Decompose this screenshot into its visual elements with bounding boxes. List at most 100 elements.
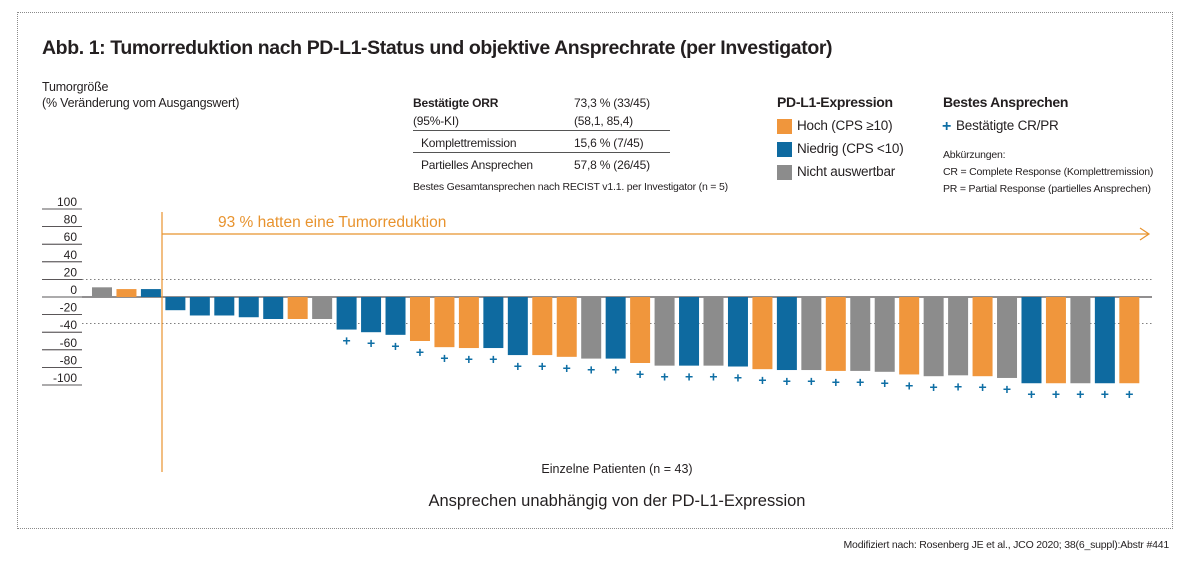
bar <box>874 297 895 372</box>
bar <box>361 297 382 333</box>
confirmed-response-marker: + <box>734 370 742 386</box>
y-tick-label: 0 <box>70 283 77 297</box>
confirmed-response-marker: + <box>538 358 546 374</box>
confirmed-response-marker: + <box>905 377 913 393</box>
bar <box>1021 297 1042 384</box>
y-tick-label: -80 <box>60 353 78 367</box>
cr-label: Komplettremission <box>421 136 517 150</box>
chart-subtitle: Ansprechen unabhängig von der PD-L1-Expr… <box>429 492 806 510</box>
bar <box>263 297 284 319</box>
y-tick-label: -20 <box>60 301 78 315</box>
bar <box>1045 297 1066 384</box>
bar <box>287 297 308 319</box>
na-label: Nicht auswertbar <box>797 164 896 179</box>
confirmed-response-marker: + <box>1125 386 1133 402</box>
bar <box>752 297 773 370</box>
bar <box>507 297 528 356</box>
bar <box>776 297 797 371</box>
pdl1-legend-title: PD-L1-Expression <box>777 94 893 110</box>
bar <box>997 297 1018 378</box>
hoch-swatch <box>777 119 792 134</box>
bar <box>140 289 161 297</box>
orr-value: 73,3 % (33/45) <box>574 96 650 110</box>
confirmed-response-marker: + <box>367 335 375 351</box>
bar <box>92 287 112 297</box>
response-legend-title: Bestes Ansprechen <box>943 94 1069 110</box>
bar <box>238 297 259 318</box>
bar <box>458 297 479 349</box>
confirmed-response-marker: + <box>440 350 448 366</box>
confirmed-response-marker: + <box>563 360 571 376</box>
confirmed-response-marker: + <box>1101 386 1109 402</box>
abbrev-pr: PR = Partial Response (partielles Anspre… <box>943 183 1151 195</box>
confirmed-response-marker: + <box>758 372 766 388</box>
y-tick-label: -60 <box>60 336 78 350</box>
confirmed-response-marker: + <box>856 374 864 390</box>
bar <box>312 297 333 319</box>
confirmed-response-marker: + <box>514 358 522 374</box>
confirmed-response-marker: + <box>391 338 399 354</box>
bar <box>434 297 455 348</box>
bar <box>1094 297 1115 384</box>
confirmed-response-marker: + <box>489 351 497 367</box>
confirmed-response-marker: + <box>881 375 889 391</box>
confirmed-response-marker: + <box>465 351 473 367</box>
niedrig-label: Niedrig (CPS <10) <box>797 141 904 156</box>
bar <box>1119 297 1140 384</box>
bar <box>727 297 748 367</box>
y-axis-title-line2: (% Veränderung vom Ausgangswert) <box>42 96 240 110</box>
bar <box>801 297 822 371</box>
confirmed-response-marker: + <box>783 373 791 389</box>
figure-frame <box>17 12 1173 529</box>
bar <box>385 297 406 335</box>
bar <box>679 297 700 366</box>
y-tick-label: 20 <box>64 265 78 279</box>
confirmed-response-marker: + <box>1076 386 1084 402</box>
bar <box>850 297 871 371</box>
bar <box>923 297 944 377</box>
confirmed-response-marker: + <box>832 374 840 390</box>
niedrig-swatch <box>777 142 792 157</box>
table-rule <box>413 152 670 153</box>
confirmed-response-marker: + <box>807 373 815 389</box>
confirmed-response-marker: + <box>1003 381 1011 397</box>
annotation-arrowhead <box>1139 227 1151 241</box>
confirmed-response-marker: + <box>1027 386 1035 402</box>
bar <box>214 297 235 316</box>
confirmed-response-marker: + <box>636 366 644 382</box>
cr-value: 15,6 % (7/45) <box>574 136 644 150</box>
bar <box>630 297 651 363</box>
confirmed-response-marker: + <box>612 362 620 378</box>
bar <box>703 297 724 366</box>
response-label: Bestätigte CR/PR <box>956 118 1059 133</box>
orr-label: Bestätigte ORR <box>413 96 499 110</box>
confirmed-response-marker: + <box>709 369 717 385</box>
pr-label: Partielles Ansprechen <box>421 158 533 172</box>
y-axis-title-line1: Tumorgröße <box>42 80 109 94</box>
hoch-label: Hoch (CPS ≥10) <box>797 118 893 133</box>
ci-label: (95%-KI) <box>413 114 459 128</box>
bar <box>605 297 626 359</box>
x-axis-caption: Einzelne Patienten (n = 43) <box>541 462 692 476</box>
table-rule <box>413 130 670 131</box>
abbrev-cr: CR = Complete Response (Komplettremissio… <box>943 166 1154 178</box>
bar <box>581 297 602 359</box>
ci-value: (58,1, 85,4) <box>574 114 633 128</box>
abbrev-head: Abkürzungen: <box>943 149 1006 161</box>
y-tick-label: 80 <box>64 213 78 227</box>
bar <box>165 297 186 311</box>
source-note: Modifiziert nach: Rosenberg JE et al., J… <box>843 539 1170 551</box>
plus-icon: + <box>942 118 952 135</box>
bar <box>972 297 993 377</box>
table-note: Bestes Gesamtansprechen nach RECIST v1.1… <box>413 181 728 193</box>
bar <box>899 297 920 375</box>
annotation-text: 93 % hatten eine Tumorreduktion <box>218 214 446 231</box>
y-tick-label: 60 <box>64 230 78 244</box>
y-tick-label: -40 <box>60 318 78 332</box>
figure-title: Abb. 1: Tumorreduktion nach PD-L1-Status… <box>42 37 833 59</box>
na-swatch <box>777 165 792 180</box>
bar <box>336 297 357 330</box>
bar <box>189 297 210 316</box>
bar <box>1070 297 1091 384</box>
confirmed-response-marker: + <box>685 369 693 385</box>
